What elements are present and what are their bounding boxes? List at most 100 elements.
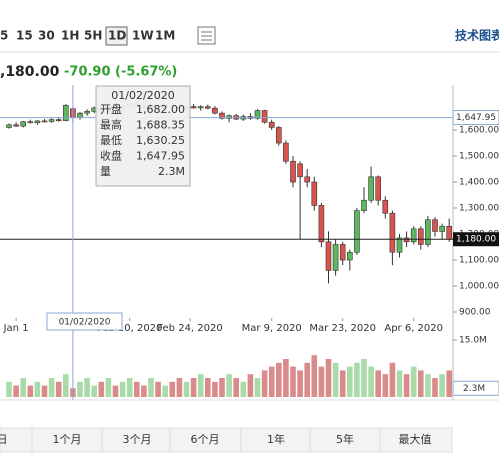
candle-body — [410, 228, 417, 243]
candle-body — [197, 106, 204, 109]
volume-bar — [126, 378, 133, 397]
candle-body — [432, 219, 438, 232]
interval-button[interactable]: 1M — [155, 29, 175, 43]
candle-body — [84, 111, 90, 114]
volume-bar — [63, 374, 69, 397]
volume-bar — [375, 370, 381, 397]
volume-bar — [190, 378, 197, 397]
x-tick-label: Mar 23, 2020 — [309, 323, 376, 334]
volume-bar — [368, 366, 374, 397]
volume-bar — [240, 381, 247, 397]
candle-body — [389, 212, 396, 253]
tooltip-row-name: 最低 — [100, 134, 122, 147]
volume-bar — [403, 374, 410, 397]
candle-body — [304, 176, 311, 183]
volume-tick-label: 15.0M — [459, 336, 487, 346]
candle-body — [297, 163, 303, 178]
volume-bar — [205, 378, 211, 397]
crosshair-date-box — [46, 312, 123, 331]
y-tick-label: 1,000.00 — [459, 282, 499, 292]
volume-bar — [339, 370, 346, 397]
candle-body — [219, 112, 225, 119]
x-tick-label: Feb 10, 2020 — [97, 323, 162, 334]
candle-body — [34, 120, 41, 124]
candle-body — [261, 110, 268, 123]
volume-bar — [283, 359, 289, 397]
volume-bar — [268, 366, 275, 397]
volume-bar — [304, 362, 310, 397]
volume-bar — [261, 370, 268, 397]
crosshair-date-label: 01/02/2020 — [59, 318, 111, 328]
volume-bar — [77, 381, 83, 397]
candle-body — [332, 244, 339, 271]
candle-body — [205, 106, 211, 109]
candle-body — [27, 121, 34, 124]
range-button[interactable]: 5年 — [336, 432, 354, 446]
technical-chart-link[interactable]: 技术图表 — [455, 28, 499, 43]
y-tick-label: 1,300.00 — [459, 204, 499, 214]
candle-body — [77, 112, 83, 118]
volume-bar — [318, 366, 325, 397]
candle-body — [20, 121, 27, 127]
range-button[interactable]: 3个月 — [123, 433, 152, 446]
price-change: -70.90 — [64, 65, 111, 80]
candle-body — [13, 124, 19, 127]
candle-body — [283, 142, 289, 162]
crosshair-volume-label: 2.3M — [463, 384, 485, 394]
volume-bar — [162, 385, 168, 397]
tooltip-row-value: 1,630.25 — [136, 134, 185, 147]
volume-bar — [219, 378, 225, 397]
volume-bar — [197, 374, 204, 397]
volume-bar — [148, 378, 154, 397]
volume-bar — [169, 381, 176, 397]
x-tick-label: Mar 9, 2020 — [242, 323, 302, 334]
candle-body — [62, 105, 69, 121]
interval-button[interactable]: 5H — [84, 29, 102, 43]
volume-bar — [155, 381, 161, 397]
volume-bar — [98, 381, 105, 397]
candle-body — [325, 241, 332, 271]
interval-button[interactable]: 1D — [108, 29, 126, 43]
y-tick-label: 1,100.00 — [459, 256, 499, 266]
candle-body — [254, 110, 261, 119]
volume-bar — [297, 370, 303, 397]
range-button[interactable]: 1年 — [267, 432, 285, 446]
tooltip-row-name: 收盘 — [100, 149, 122, 163]
volume-bar — [389, 362, 396, 397]
candle-body — [55, 119, 62, 121]
range-button[interactable]: 1个月 — [53, 433, 82, 446]
candle-body — [275, 127, 282, 144]
candle-body — [425, 219, 431, 245]
candle-body — [382, 199, 389, 214]
interval-button[interactable]: 30 — [38, 29, 55, 43]
volume-bar — [20, 378, 26, 397]
range-button[interactable]: 日 — [0, 433, 8, 446]
volume-bar — [247, 374, 254, 397]
interval-button[interactable]: 1H — [61, 29, 79, 43]
y-tick-label: 1,400.00 — [459, 178, 499, 188]
candle-body — [311, 181, 318, 206]
candle-body — [190, 106, 197, 109]
volume-bar — [48, 378, 55, 397]
volume-bar — [134, 381, 140, 397]
interval-button[interactable]: 15 — [16, 29, 33, 43]
crosshair-volume-box — [452, 380, 499, 396]
volume-bar — [311, 355, 318, 397]
tooltip-row-value: 1,688.35 — [136, 119, 185, 132]
tooltip-row-name: 开盘 — [100, 102, 122, 116]
volume-bar — [382, 374, 389, 397]
range-button[interactable]: 最大值 — [399, 432, 432, 446]
candle-body — [417, 228, 424, 245]
candle-body — [368, 176, 374, 201]
volume-bar — [446, 370, 452, 397]
volume-bar — [325, 359, 332, 397]
volume-bar — [112, 385, 119, 397]
interval-button[interactable]: 5 — [0, 29, 8, 43]
range-bar — [0, 427, 453, 453]
volume-bar — [34, 381, 41, 397]
interval-button[interactable]: 1W — [132, 29, 154, 43]
range-button[interactable]: 6个月 — [191, 433, 220, 446]
price-change-percent: (-5.67%) — [115, 65, 177, 80]
volume-bar — [212, 381, 218, 397]
candle-body — [226, 115, 232, 119]
